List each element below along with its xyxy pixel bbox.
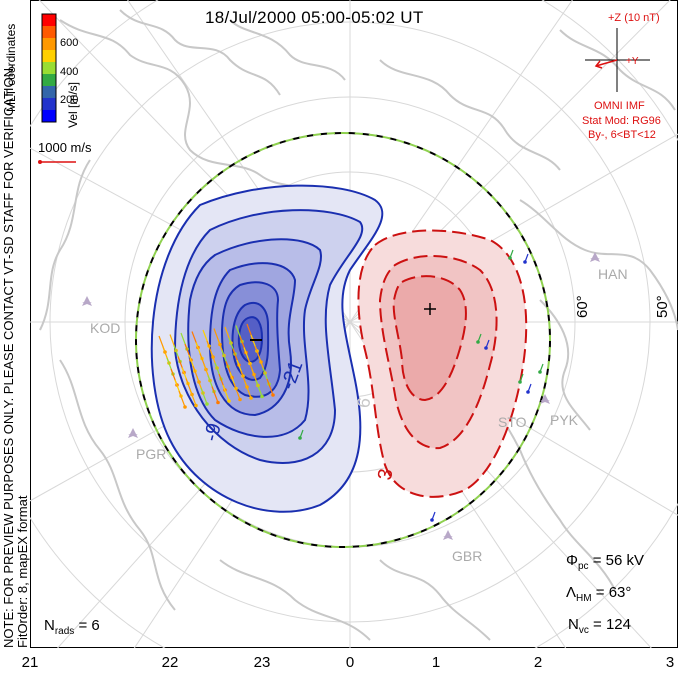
imf-y-label: +Y [626,56,639,67]
potential-extrema [250,303,436,341]
vector-line [299,429,304,439]
station-gbr: GBR [452,548,483,564]
nrads-symbol: N [44,617,55,634]
vector-line [527,383,532,393]
colorbar-tick-400: 400 [60,66,79,78]
station-han: HAN [598,266,628,282]
colorbar-segment [42,26,56,39]
nvc-symbol: N [568,616,579,633]
mlt-tick-21: 21 [21,654,39,671]
vector-line [477,333,482,343]
velocity-colorbar [41,13,57,123]
vector-line [524,253,529,263]
colorbar-segment [42,38,56,51]
station-kod: KOD [90,320,121,336]
scale-vector [38,160,76,164]
vector-line [222,384,230,402]
colorbar-segment [42,14,56,27]
phi-pc-stat: Φpc = 56 kV [566,552,644,572]
lambda-hm-stat: ΛHM = 63° [566,584,631,604]
station-sto: STO [498,414,527,430]
colorbar-segment [42,86,56,99]
vector-line [539,363,544,373]
fit-order-line: FitOrder: 8, mapEX format [15,495,30,648]
colorbar-segment [42,50,56,63]
vector-line [189,389,197,406]
phi-sub: pc [577,561,589,572]
vector-line [211,386,219,403]
map-title: 18/Jul/2000 05:00-05:02 UT [205,8,424,27]
station-pyk: PYK [550,412,579,428]
phi-value: = 56 kV [592,552,644,569]
preview-note-line1: NOTE: FOR PREVIEW PURPOSES ONLY. PLEASE … [1,64,16,648]
imf-z-label: +Z (10 nT) [608,12,660,24]
velocity-vectors [158,249,544,522]
positive-potential-cell [357,229,528,498]
imf-clock [585,28,650,92]
vector-line [509,249,514,259]
vector-line [178,390,186,408]
colorbar-segment [42,74,56,87]
vector-line [519,373,524,383]
lambda-value: = 63° [595,584,632,601]
nvc-stat: Nvc = 124 [568,616,631,636]
stat-model: Stat Mod: RG96 [582,115,661,127]
colorbar-border [41,13,57,123]
station-pgr: PGR [136,446,167,462]
station-markers [82,252,600,540]
vector-line [485,339,490,349]
lambda-sub: HM [576,593,592,604]
colorbar-tick-200: 200 [60,94,79,106]
vector-line [200,387,208,405]
phi-symbol: Φ [566,552,578,569]
nrads-sub: rads [54,626,75,637]
preview-note: NOTE: FOR PREVIEW PURPOSES ONLY. PLEASE … [1,64,30,648]
colorbar-segment [42,62,56,75]
negative-potential-cell [150,184,384,513]
colorbar-segment [42,110,56,123]
lambda-symbol: Λ [566,584,577,601]
nrads-value: = 6 [78,617,100,634]
lat-label-50: 50° [654,295,671,318]
scale-vector-label: 1000 m/s [38,140,92,155]
coord-label: MLT coordinates [4,23,18,112]
vector-line [233,383,241,400]
mlt-tick-22: 22 [161,654,179,671]
mlt-tick-23: 23 [253,654,271,671]
nvc-sub: vc [578,625,589,636]
vector-line [431,511,436,521]
mlt-tick-2: 2 [533,654,543,671]
vector-line [255,380,263,397]
vector-line [266,378,274,396]
colorbar-tick-600: 600 [60,37,79,49]
vector-line [244,381,252,399]
mlt-tick-1: 1 [431,654,441,671]
mlt-tick-0: 0 [345,654,355,671]
nvc-value: = 124 [593,616,631,633]
colorbar-segment [42,98,56,111]
imf-condition: By-, 6<BT<12 [588,129,656,141]
mlt-tick-3: 3 [665,654,675,671]
imf-source: OMNI IMF [594,100,645,112]
lat-label-60: 60° [574,295,591,318]
nrads-stat: Nrads = 6 [44,617,100,637]
